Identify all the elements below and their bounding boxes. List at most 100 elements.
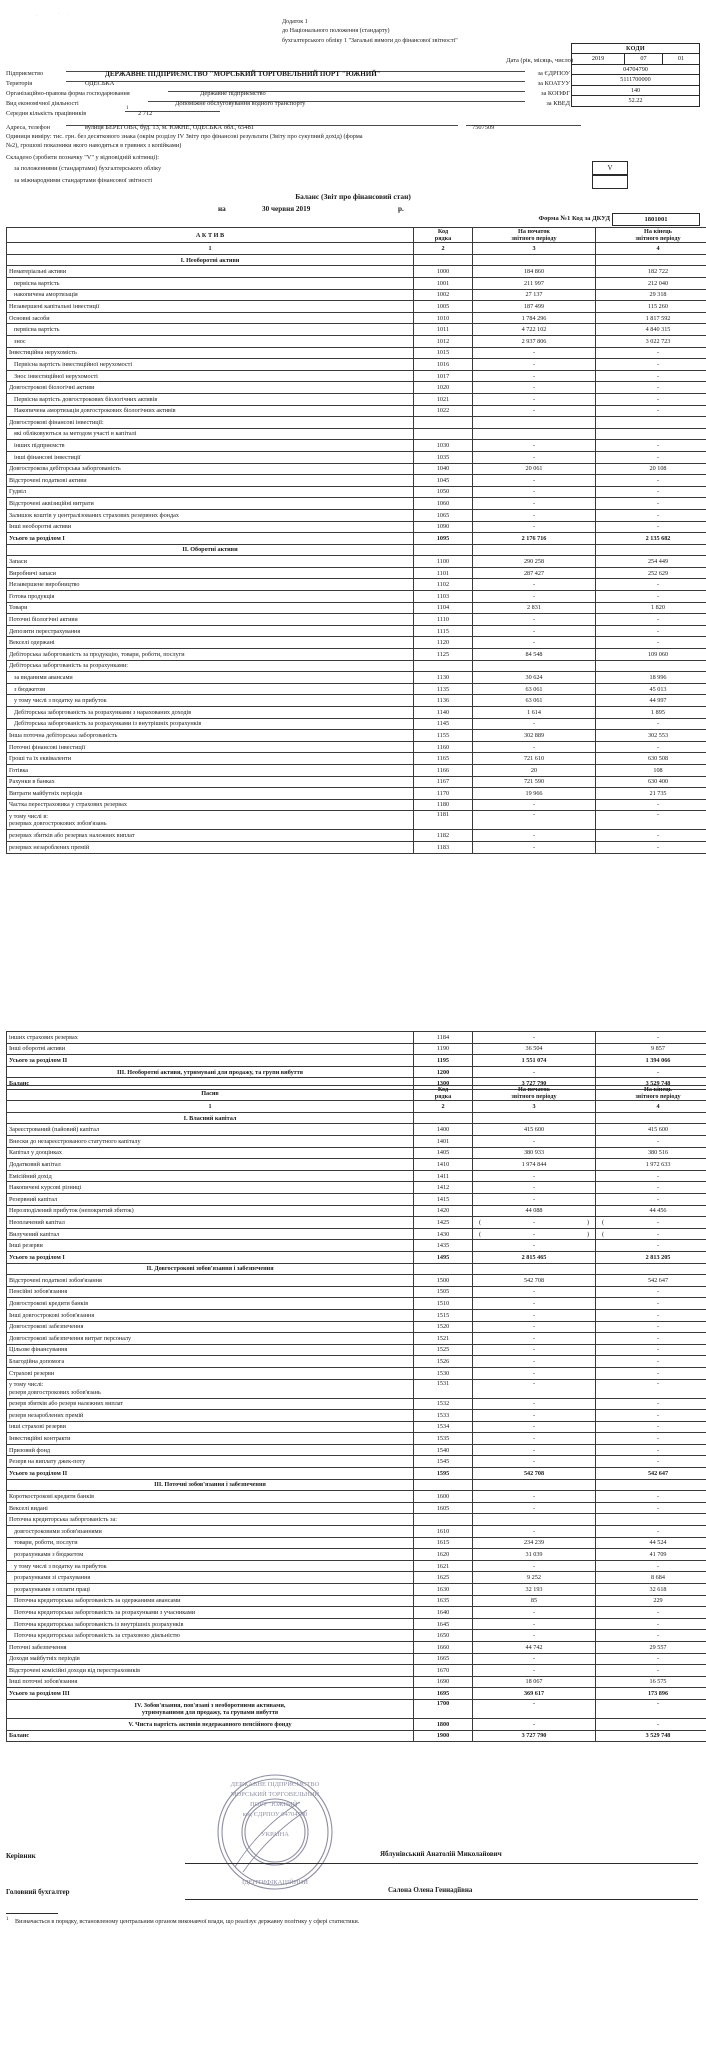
row-label: розрахунками з оплати праці [6,1583,414,1596]
row-value-end: - [595,810,706,831]
row-value-end [595,1513,706,1527]
row-code: 1405 [413,1146,473,1160]
row-value-begin: 2 831 [472,601,596,615]
row-label: Товари [6,601,414,615]
row-value-begin: - [472,1698,596,1719]
row-value-begin: - [472,1181,596,1194]
table-row: Частка перестраховика у страхових резерв… [6,798,706,812]
form-code-label: Форма №1 Код за ДКУД [538,215,610,222]
row-value-end: - [595,358,706,371]
row-code: 1002 [413,288,473,302]
row-value-end: - [595,1717,706,1731]
table-row: Усього за розділом I 1495 2 815 465 2 813 2… [6,1250,706,1264]
legal-form-rule [168,82,525,93]
row-value-begin: - [472,717,596,731]
row-code [413,427,473,441]
row-value-begin: - [472,1432,596,1445]
row-label: Внески до незареєстрованого статутного к… [6,1135,414,1148]
row-value-begin: - [472,439,596,452]
row-label: у тому числі з податку на прибуток [6,1559,414,1573]
row-value-end: 1 394 066 [595,1054,706,1067]
row-value-end: - [595,1366,706,1380]
row-code: 1660 [413,1640,473,1654]
codes-edrpou-row: 04704790 [572,65,699,76]
row-value-begin: 20 [472,763,596,777]
row-label: Поточні фінансові інвестиції [6,740,414,754]
row-value-end: 1 820 [595,601,706,615]
row-label: Довгострокова дебіторська заборгованість [6,462,414,476]
row-label: Нематеріальні активи [6,265,414,279]
row-value-end: - [595,1698,706,1719]
form-code-row: Форма №1 Код за ДКУД 1801001 [538,213,700,226]
employees-value: 2 712 [138,110,153,117]
row-code [413,1513,473,1527]
row-value-begin: - [472,636,596,650]
row-code: 1035 [413,450,473,464]
row-label: Векселі одержані [6,636,414,650]
row-label: Резервний капітал [6,1193,414,1206]
table-row: Емісійний дохід 1411- - [6,1169,706,1183]
row-code: 1182 [413,829,473,842]
row-value-begin: 721 590 [472,775,596,789]
table-row: товари, роботи, послуги 1615 234 239 44 524 [6,1536,706,1550]
row-label: I. Необоротні активи [6,253,414,267]
row-value-end: - [595,829,706,842]
row-code: 1016 [413,358,473,371]
address-value: вулиця БЕРЕГОВА, буд. 13, м. ЮЖНЕ, ОДЕСЬ… [85,124,254,131]
row-label: Баланс [6,1729,414,1743]
row-value-begin: - [472,1420,596,1434]
row-value-end: 29 557 [595,1640,706,1654]
table-row: Поточні забезпечення 1660 44 742 29 557 [6,1640,706,1654]
row-label: Витрати майбутніх періодів [6,787,414,800]
row-value-end: 630 508 [595,752,706,765]
codes-title: КОДИ [572,44,699,55]
row-label: інших страхових резервах [6,1031,414,1044]
row-code: 1695 [413,1687,473,1700]
row-code: 1140 [413,706,473,719]
row-label: Готова продукція [6,590,414,603]
row-code: 1001 [413,277,473,290]
row-value-begin: - [472,1355,596,1368]
row-code: 1101 [413,566,473,580]
table-row: Інші довгострокові зобов'язання 1515- - [6,1308,706,1322]
row-value-end: 380 516 [595,1146,706,1160]
table-row: III. Необоротні активи, утримувані для п… [6,1065,706,1079]
liab-col-num-2: 2 [413,1100,473,1113]
row-code: 1166 [413,763,473,777]
row-value-end: 44 997 [595,694,706,707]
table-row: Відстрочені аквізиційні витрати 1060- - [6,497,706,510]
row-label: Додатковий капітал [6,1158,414,1171]
row-value-begin: - [472,1629,596,1642]
row-label: Відстрочені податкові зобов'язання [6,1274,414,1287]
row-label: Поточна кредиторська заборгованість за с… [6,1629,414,1642]
row-value-begin: 44 742 [472,1640,596,1654]
footnote-marker: 1 [6,1917,9,1922]
row-value-end: 2 813 205 [595,1250,706,1264]
row-value-end: 109 060 [595,648,706,661]
table-row: II. Оборотні активи [6,543,706,557]
director-name: Яблунівський Анатолій Миколайович [380,1850,502,1858]
row-code: 1650 [413,1629,473,1642]
row-value-begin: - [472,450,596,464]
row-value-end: - [595,381,706,394]
row-label: Усього за розділом I [6,532,414,545]
row-label: Векселі видані [6,1501,414,1515]
table-row: Довгострокова дебіторська заборгованість… [6,462,706,476]
row-value-end: - [595,1031,706,1044]
checkbox-international-standards[interactable] [592,174,628,189]
territory-label: Територія [6,80,33,87]
row-value-begin: - [472,1617,596,1631]
row-label: інші фінансові інвестиції [6,450,414,464]
row-code: 1190 [413,1042,473,1056]
row-label: резерв незароблених премій [6,1409,414,1422]
table-row: Векселі одержані 1120- - [6,636,706,650]
row-value-end: 212 040 [595,277,706,290]
checkbox-national-standards[interactable]: V [592,161,628,176]
scan-speck: · [58,12,60,17]
table-row: резерв збитків або резерв належних випла… [6,1397,706,1411]
codes-date-label: Дата (рік, місяць, число) [506,57,573,64]
row-value-begin: 1 551 074 [472,1054,596,1067]
table-row: Запаси 1100 290 258 254 449 [6,555,706,568]
table-row: у тому числі з податку на прибуток 1136 63… [6,694,706,707]
row-label: довгостроковими зобов'язаннями [6,1525,414,1538]
